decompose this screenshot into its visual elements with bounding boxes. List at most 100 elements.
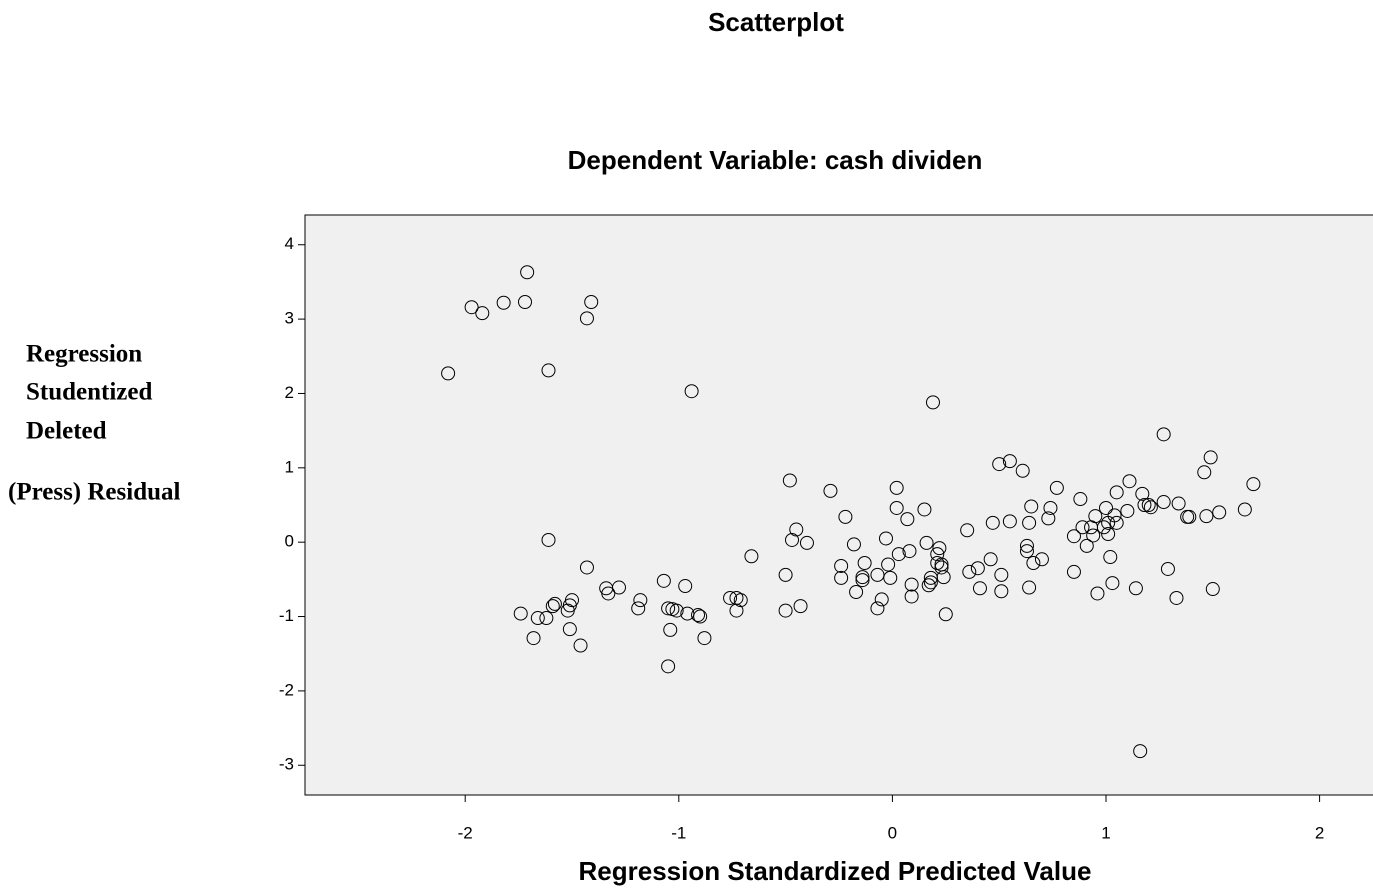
point xyxy=(846,537,861,552)
point xyxy=(883,570,898,585)
point xyxy=(1171,496,1186,511)
point xyxy=(631,601,646,616)
y-tick-label: -2 xyxy=(279,680,294,699)
point xyxy=(934,560,949,575)
point xyxy=(1160,561,1175,576)
point xyxy=(562,622,577,637)
point xyxy=(1197,465,1212,480)
point xyxy=(936,570,951,585)
point xyxy=(1066,564,1081,579)
plot-area xyxy=(304,214,1373,796)
y-axis-label: Regression xyxy=(26,341,142,368)
point xyxy=(970,561,985,576)
x-tick-label: -2 xyxy=(458,823,473,842)
point xyxy=(904,589,919,604)
point xyxy=(1169,590,1184,605)
point xyxy=(513,606,528,621)
point xyxy=(1137,498,1152,512)
point xyxy=(1019,544,1034,559)
point xyxy=(1002,514,1017,529)
y-axis-label: Studentized xyxy=(26,379,153,406)
y-axis-label: (Press) Residual xyxy=(8,479,181,506)
y-tick-label: 1 xyxy=(285,457,294,476)
point xyxy=(919,535,934,550)
point xyxy=(1022,580,1037,595)
point xyxy=(1109,515,1124,530)
point xyxy=(925,395,940,410)
point xyxy=(1101,527,1116,541)
point xyxy=(1133,744,1148,759)
chart-title: Scatterplot xyxy=(708,7,844,37)
point xyxy=(729,603,744,618)
point xyxy=(1143,500,1158,515)
point xyxy=(1015,463,1030,478)
point xyxy=(1034,552,1049,567)
point xyxy=(678,579,693,594)
point xyxy=(464,300,479,315)
point xyxy=(1088,509,1103,524)
point xyxy=(1199,509,1214,524)
point xyxy=(584,295,599,309)
point xyxy=(1135,486,1150,501)
point xyxy=(985,515,1000,530)
point xyxy=(579,560,594,575)
y-tick-label: -1 xyxy=(279,606,294,625)
point xyxy=(1073,492,1088,507)
point xyxy=(962,564,977,579)
point xyxy=(518,295,533,309)
point xyxy=(496,295,511,310)
point xyxy=(1079,538,1094,553)
point xyxy=(663,622,678,637)
point xyxy=(992,457,1007,472)
point xyxy=(1022,515,1037,530)
point xyxy=(633,593,648,608)
point xyxy=(601,586,616,601)
point xyxy=(891,547,906,562)
point xyxy=(579,311,594,326)
x-axis-label: Regression Standardized Predicted Value xyxy=(579,856,1092,886)
point xyxy=(857,556,872,570)
point xyxy=(994,567,1009,582)
point xyxy=(799,535,814,550)
point xyxy=(1182,509,1197,524)
point xyxy=(669,603,684,618)
point xyxy=(565,593,579,608)
point xyxy=(733,593,748,608)
point xyxy=(1024,499,1039,514)
point xyxy=(994,584,1009,599)
point xyxy=(1090,586,1105,601)
point xyxy=(1205,582,1220,597)
point xyxy=(793,599,808,614)
point xyxy=(923,575,938,590)
point xyxy=(921,578,936,593)
point xyxy=(697,631,712,646)
point xyxy=(834,558,849,573)
point xyxy=(1203,450,1218,465)
point xyxy=(1120,503,1135,518)
point xyxy=(870,601,885,616)
point xyxy=(611,580,626,595)
point xyxy=(930,547,945,562)
point xyxy=(838,509,853,524)
point xyxy=(1109,485,1124,500)
point xyxy=(1122,474,1137,489)
point xyxy=(541,532,556,547)
point xyxy=(881,557,896,572)
point xyxy=(1156,427,1171,442)
point xyxy=(902,544,917,559)
point xyxy=(1099,500,1113,515)
point xyxy=(1128,581,1143,596)
point xyxy=(889,480,904,495)
point xyxy=(661,659,676,674)
point xyxy=(1041,511,1056,526)
y-tick-label: 0 xyxy=(285,532,294,551)
y-tick-label: 4 xyxy=(285,234,294,253)
point xyxy=(530,611,545,626)
point xyxy=(1096,520,1111,535)
point xyxy=(520,265,535,280)
point xyxy=(1246,477,1261,492)
y-tick-label: 2 xyxy=(285,383,294,402)
point xyxy=(983,552,998,567)
point xyxy=(823,483,838,498)
